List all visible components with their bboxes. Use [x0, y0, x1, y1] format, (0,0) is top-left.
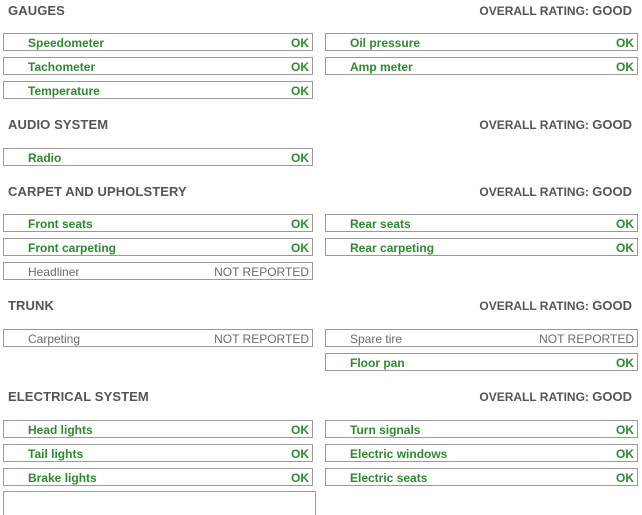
check-item-headliner: Headliner NOT REPORTED	[3, 262, 313, 280]
check-item-status: NOT REPORTED	[539, 332, 634, 346]
overall-rating-value: GOOD	[592, 298, 632, 313]
check-item-rear-seats: Rear seats OK	[325, 214, 638, 232]
check-item-label: Spare tire	[350, 332, 403, 346]
check-item-status: OK	[616, 356, 634, 370]
overall-rating-value: GOOD	[592, 184, 632, 199]
section-title-carpet-upholstery: CARPET AND UPHOLSTERY	[8, 184, 187, 199]
check-item-status: OK	[291, 84, 309, 98]
check-item-label: Electric seats	[350, 471, 428, 485]
section-title-audio-system: AUDIO SYSTEM	[8, 117, 109, 132]
empty-check-item	[3, 491, 316, 515]
check-item-label: Amp meter	[350, 60, 413, 74]
overall-rating-label: OVERALL RATING:	[479, 4, 589, 18]
overall-rating-gauges: OVERALL RATING: GOOD	[479, 3, 632, 18]
check-item-status: OK	[291, 36, 309, 50]
check-item-label: Oil pressure	[350, 36, 421, 50]
check-item-status: OK	[291, 217, 309, 231]
check-item-electric-windows: Electric windows OK	[325, 444, 638, 462]
overall-rating-value: GOOD	[592, 389, 632, 404]
check-item-electric-seats: Electric seats OK	[325, 468, 638, 486]
check-item-speedometer: Speedometer OK	[3, 33, 313, 51]
overall-rating-carpet-upholstery: OVERALL RATING: GOOD	[479, 184, 632, 199]
check-item-tail-lights: Tail lights OK	[3, 444, 313, 462]
check-item-tachometer: Tachometer OK	[3, 57, 313, 75]
check-item-status: OK	[291, 151, 309, 165]
check-item-rear-carpeting: Rear carpeting OK	[325, 238, 638, 256]
overall-rating-label: OVERALL RATING:	[479, 118, 589, 132]
overall-rating-audio-system: OVERALL RATING: GOOD	[479, 117, 632, 132]
overall-rating-label: OVERALL RATING:	[479, 185, 589, 199]
check-item-label: Temperature	[28, 84, 100, 98]
check-item-amp-meter: Amp meter OK	[325, 57, 638, 75]
check-item-temperature: Temperature OK	[3, 81, 313, 99]
overall-rating-trunk: OVERALL RATING: GOOD	[479, 298, 632, 313]
check-item-status: OK	[291, 471, 309, 485]
section-title-electrical-system: ELECTRICAL SYSTEM	[8, 389, 149, 404]
check-item-status: OK	[616, 217, 634, 231]
check-item-status: OK	[291, 447, 309, 461]
section-title-trunk: TRUNK	[8, 298, 54, 313]
check-item-status: OK	[291, 60, 309, 74]
check-item-oil-pressure: Oil pressure OK	[325, 33, 638, 51]
overall-rating-electrical-system: OVERALL RATING: GOOD	[479, 389, 632, 404]
check-item-label: Speedometer	[28, 36, 105, 50]
check-item-status: OK	[616, 471, 634, 485]
check-item-status: NOT REPORTED	[214, 332, 309, 346]
check-item-brake-lights: Brake lights OK	[3, 468, 313, 486]
check-item-head-lights: Head lights OK	[3, 420, 313, 438]
check-item-label: Radio	[28, 151, 62, 165]
check-item-status: OK	[291, 423, 309, 437]
check-item-status: OK	[616, 60, 634, 74]
check-item-status: OK	[616, 447, 634, 461]
check-item-label: Tail lights	[28, 447, 84, 461]
check-item-label: Headliner	[28, 265, 80, 279]
section-title-gauges: GAUGES	[8, 3, 65, 18]
check-item-label: Electric windows	[350, 447, 448, 461]
check-item-trunk-carpeting: Carpeting NOT REPORTED	[3, 329, 313, 347]
overall-rating-label: OVERALL RATING:	[479, 390, 589, 404]
check-item-label: Brake lights	[28, 471, 97, 485]
check-item-status: OK	[291, 241, 309, 255]
check-item-turn-signals: Turn signals OK	[325, 420, 638, 438]
check-item-label: Carpeting	[28, 332, 81, 346]
check-item-status: OK	[616, 423, 634, 437]
check-item-label: Floor pan	[350, 356, 405, 370]
check-item-front-carpeting: Front carpeting OK	[3, 238, 313, 256]
check-item-floor-pan: Floor pan OK	[325, 353, 638, 371]
check-item-status: OK	[616, 241, 634, 255]
overall-rating-value: GOOD	[592, 117, 632, 132]
check-item-radio: Radio OK	[3, 148, 313, 166]
overall-rating-value: GOOD	[592, 3, 632, 18]
check-item-label: Tachometer	[28, 60, 96, 74]
overall-rating-label: OVERALL RATING:	[479, 299, 589, 313]
check-item-spare-tire: Spare tire NOT REPORTED	[325, 329, 638, 347]
check-item-label: Head lights	[28, 423, 93, 437]
check-item-label: Rear seats	[350, 217, 411, 231]
check-item-label: Front carpeting	[28, 241, 117, 255]
check-item-status: NOT REPORTED	[214, 265, 309, 279]
check-item-status: OK	[616, 36, 634, 50]
check-item-label: Front seats	[28, 217, 93, 231]
check-item-label: Turn signals	[350, 423, 421, 437]
check-item-label: Rear carpeting	[350, 241, 435, 255]
check-item-front-seats: Front seats OK	[3, 214, 313, 232]
